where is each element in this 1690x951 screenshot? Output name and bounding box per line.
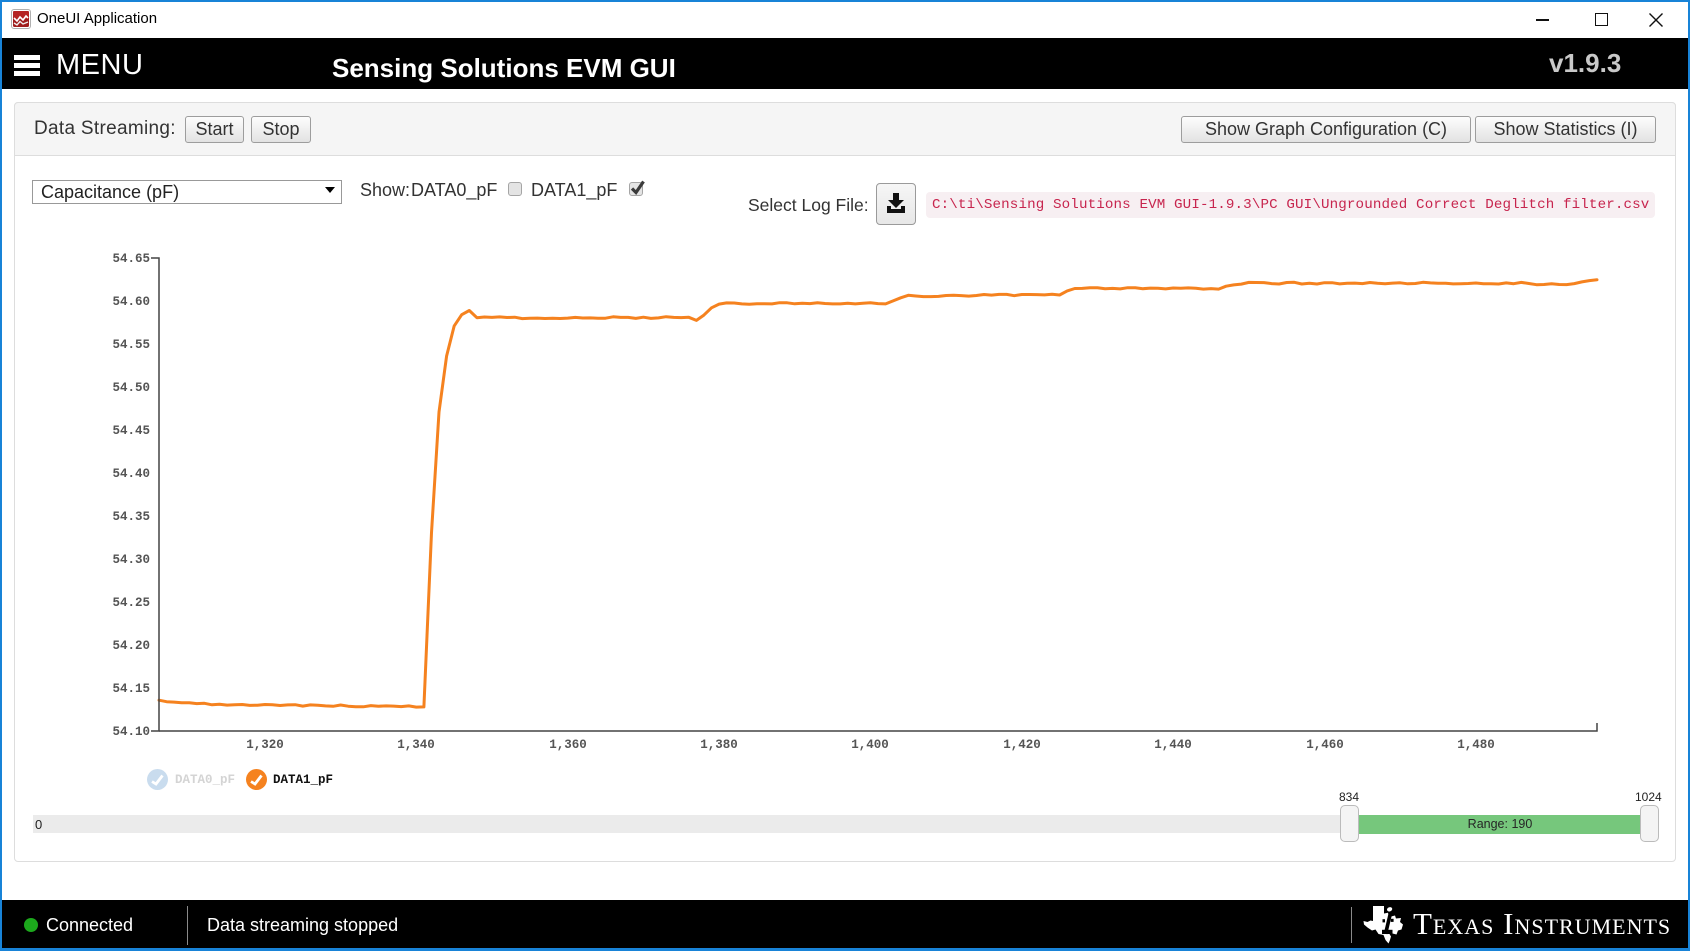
svg-text:1,460: 1,460 xyxy=(1306,738,1344,752)
svg-text:54.65: 54.65 xyxy=(112,252,150,266)
svg-text:54.30: 54.30 xyxy=(112,553,150,567)
svg-text:1,440: 1,440 xyxy=(1154,738,1192,752)
svg-text:1,360: 1,360 xyxy=(549,738,587,752)
svg-text:1,320: 1,320 xyxy=(246,738,284,752)
svg-text:1,400: 1,400 xyxy=(851,738,889,752)
svg-text:1,480: 1,480 xyxy=(1457,738,1495,752)
svg-text:54.15: 54.15 xyxy=(112,682,150,696)
svg-text:54.20: 54.20 xyxy=(112,639,150,653)
svg-text:1,340: 1,340 xyxy=(397,738,435,752)
svg-text:54.25: 54.25 xyxy=(112,596,150,610)
svg-text:1,380: 1,380 xyxy=(700,738,738,752)
svg-text:1,420: 1,420 xyxy=(1003,738,1041,752)
svg-text:54.10: 54.10 xyxy=(112,725,150,739)
svg-text:54.40: 54.40 xyxy=(112,467,150,481)
svg-text:54.35: 54.35 xyxy=(112,510,150,524)
svg-text:54.55: 54.55 xyxy=(112,338,150,352)
svg-text:54.45: 54.45 xyxy=(112,424,150,438)
svg-text:54.60: 54.60 xyxy=(112,295,150,309)
svg-text:54.50: 54.50 xyxy=(112,381,150,395)
